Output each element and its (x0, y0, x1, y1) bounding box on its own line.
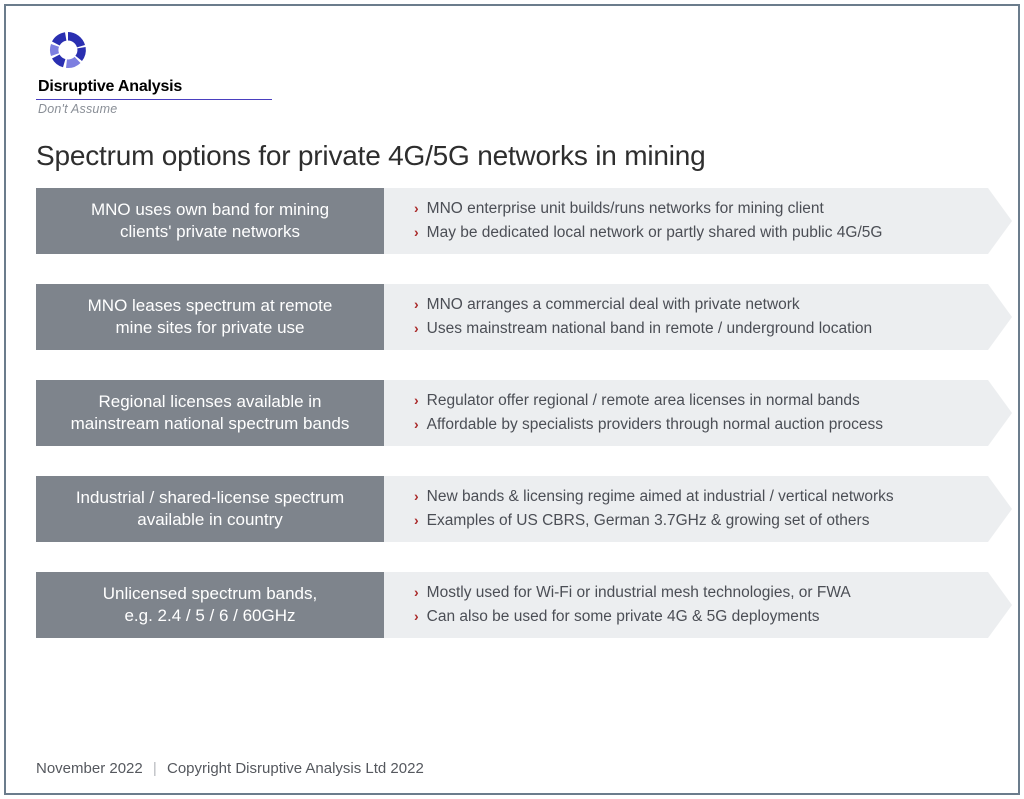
detail-bullet: › MNO arranges a commercial deal with pri… (414, 293, 952, 317)
logo-seg-2 (75, 47, 85, 61)
option-details: › MNO arranges a commercial deal with pri… (384, 284, 988, 350)
brand-tagline: Don't Assume (36, 102, 988, 116)
chevron-icon: › (414, 294, 419, 316)
detail-bullet: › Examples of US CBRS, German 3.7GHz & gr… (414, 509, 952, 533)
option-label-line2: mine sites for private use (116, 317, 305, 339)
arrowhead-icon (988, 284, 1012, 350)
option-label-line2: available in country (137, 509, 283, 531)
detail-bullet: › Affordable by specialists providers thr… (414, 413, 952, 437)
slide-title: Spectrum options for private 4G/5G netwo… (36, 140, 988, 172)
arrowhead-icon (988, 188, 1012, 254)
brand-logo-icon (38, 28, 98, 74)
detail-bullet: › New bands & licensing regime aimed at i… (414, 485, 952, 509)
detail-text: Uses mainstream national band in remote … (427, 317, 872, 341)
footer-copyright: Copyright Disruptive Analysis Ltd 2022 (167, 760, 424, 777)
option-label: MNO uses own band for miningclients' pri… (36, 188, 384, 254)
option-row: Regional licenses available inmainstream… (36, 380, 988, 446)
option-label-line1: Regional licenses available in (98, 391, 321, 413)
chevron-icon: › (414, 510, 419, 532)
option-rows: MNO uses own band for miningclients' pri… (36, 188, 988, 638)
chevron-icon: › (414, 606, 419, 628)
option-label-line1: Industrial / shared-license spectrum (76, 487, 344, 509)
logo-seg-3 (66, 57, 81, 68)
brand-name: Disruptive Analysis (36, 78, 988, 96)
arrowhead-icon (988, 572, 1012, 638)
option-row: MNO uses own band for miningclients' pri… (36, 188, 988, 254)
detail-text: MNO arranges a commercial deal with priv… (427, 293, 800, 317)
option-label: Industrial / shared-license spectrumavai… (36, 476, 384, 542)
detail-text: MNO enterprise unit builds/runs networks… (427, 197, 824, 221)
arrowhead-icon (988, 476, 1012, 542)
option-row: MNO leases spectrum at remotemine sites … (36, 284, 988, 350)
footer-separator: | (153, 760, 157, 777)
option-details: › Mostly used for Wi-Fi or industrial mes… (384, 572, 988, 638)
logo-seg-4 (52, 55, 65, 68)
chevron-icon: › (414, 582, 419, 604)
detail-bullet: › MNO enterprise unit builds/runs network… (414, 197, 952, 221)
logo-seg-5 (50, 44, 59, 56)
option-label-line1: MNO leases spectrum at remote (88, 295, 333, 317)
option-details: › New bands & licensing regime aimed at i… (384, 476, 988, 542)
chevron-icon: › (414, 222, 419, 244)
slide-frame: Disruptive Analysis Don't Assume Spectru… (4, 4, 1020, 795)
option-label-line2: clients' private networks (120, 221, 300, 243)
chevron-icon: › (414, 318, 419, 340)
option-label: Regional licenses available inmainstream… (36, 380, 384, 446)
option-row: Industrial / shared-license spectrumavai… (36, 476, 988, 542)
detail-text: New bands & licensing regime aimed at in… (427, 485, 894, 509)
option-label-line1: MNO uses own band for mining (91, 199, 329, 221)
option-label: MNO leases spectrum at remotemine sites … (36, 284, 384, 350)
detail-text: Examples of US CBRS, German 3.7GHz & gro… (427, 509, 870, 533)
arrowhead-icon (988, 380, 1012, 446)
chevron-icon: › (414, 486, 419, 508)
option-label-line1: Unlicensed spectrum bands, (103, 583, 318, 605)
detail-bullet: › May be dedicated local network or partl… (414, 221, 952, 245)
logo-seg-1 (68, 32, 85, 47)
detail-text: Mostly used for Wi-Fi or industrial mesh… (427, 581, 851, 605)
footer-date: November 2022 (36, 760, 143, 777)
option-row: Unlicensed spectrum bands,e.g. 2.4 / 5 /… (36, 572, 988, 638)
option-label-line2: e.g. 2.4 / 5 / 6 / 60GHz (124, 605, 295, 627)
chevron-icon: › (414, 390, 419, 412)
detail-bullet: › Regulator offer regional / remote area … (414, 389, 952, 413)
detail-text: Can also be used for some private 4G & 5… (427, 605, 820, 629)
detail-text: Regulator offer regional / remote area l… (427, 389, 860, 413)
detail-bullet: › Mostly used for Wi-Fi or industrial mes… (414, 581, 952, 605)
option-label-line2: mainstream national spectrum bands (71, 413, 350, 435)
option-details: › Regulator offer regional / remote area … (384, 380, 988, 446)
detail-text: May be dedicated local network or partly… (427, 221, 883, 245)
detail-bullet: › Uses mainstream national band in remote… (414, 317, 952, 341)
option-details: › MNO enterprise unit builds/runs network… (384, 188, 988, 254)
logo-seg-6 (52, 32, 66, 45)
brand-rule (36, 99, 272, 100)
detail-bullet: › Can also be used for some private 4G & … (414, 605, 952, 629)
option-label: Unlicensed spectrum bands,e.g. 2.4 / 5 /… (36, 572, 384, 638)
detail-text: Affordable by specialists providers thro… (427, 413, 883, 437)
brand-block: Disruptive Analysis Don't Assume (36, 28, 988, 116)
chevron-icon: › (414, 414, 419, 436)
footer: November 2022 | Copyright Disruptive Ana… (36, 760, 424, 777)
chevron-icon: › (414, 198, 419, 220)
